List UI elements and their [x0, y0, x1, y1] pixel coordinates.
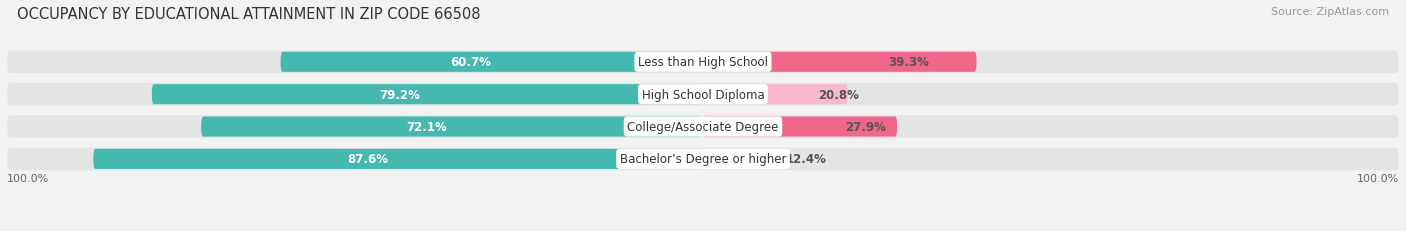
Text: 27.9%: 27.9%: [845, 121, 886, 134]
Text: College/Associate Degree: College/Associate Degree: [627, 121, 779, 134]
FancyBboxPatch shape: [7, 51, 1399, 74]
FancyBboxPatch shape: [703, 149, 789, 169]
FancyBboxPatch shape: [201, 117, 703, 137]
FancyBboxPatch shape: [7, 83, 1399, 106]
FancyBboxPatch shape: [703, 85, 848, 105]
Text: 100.0%: 100.0%: [1357, 173, 1399, 183]
FancyBboxPatch shape: [7, 148, 1399, 170]
Text: Less than High School: Less than High School: [638, 56, 768, 69]
FancyBboxPatch shape: [93, 149, 703, 169]
Text: 12.4%: 12.4%: [786, 153, 827, 166]
FancyBboxPatch shape: [281, 52, 703, 73]
Text: 20.8%: 20.8%: [818, 88, 859, 101]
Text: High School Diploma: High School Diploma: [641, 88, 765, 101]
FancyBboxPatch shape: [703, 117, 897, 137]
Text: OCCUPANCY BY EDUCATIONAL ATTAINMENT IN ZIP CODE 66508: OCCUPANCY BY EDUCATIONAL ATTAINMENT IN Z…: [17, 7, 481, 22]
Legend: Owner-occupied, Renter-occupied: Owner-occupied, Renter-occupied: [578, 228, 828, 231]
Text: 39.3%: 39.3%: [889, 56, 929, 69]
FancyBboxPatch shape: [152, 85, 703, 105]
FancyBboxPatch shape: [703, 52, 977, 73]
Text: 87.6%: 87.6%: [347, 153, 388, 166]
Text: 100.0%: 100.0%: [7, 173, 49, 183]
Text: Source: ZipAtlas.com: Source: ZipAtlas.com: [1271, 7, 1389, 17]
FancyBboxPatch shape: [7, 116, 1399, 138]
Text: 79.2%: 79.2%: [380, 88, 420, 101]
Text: 72.1%: 72.1%: [406, 121, 447, 134]
Text: Bachelor’s Degree or higher: Bachelor’s Degree or higher: [620, 153, 786, 166]
Text: 60.7%: 60.7%: [450, 56, 491, 69]
